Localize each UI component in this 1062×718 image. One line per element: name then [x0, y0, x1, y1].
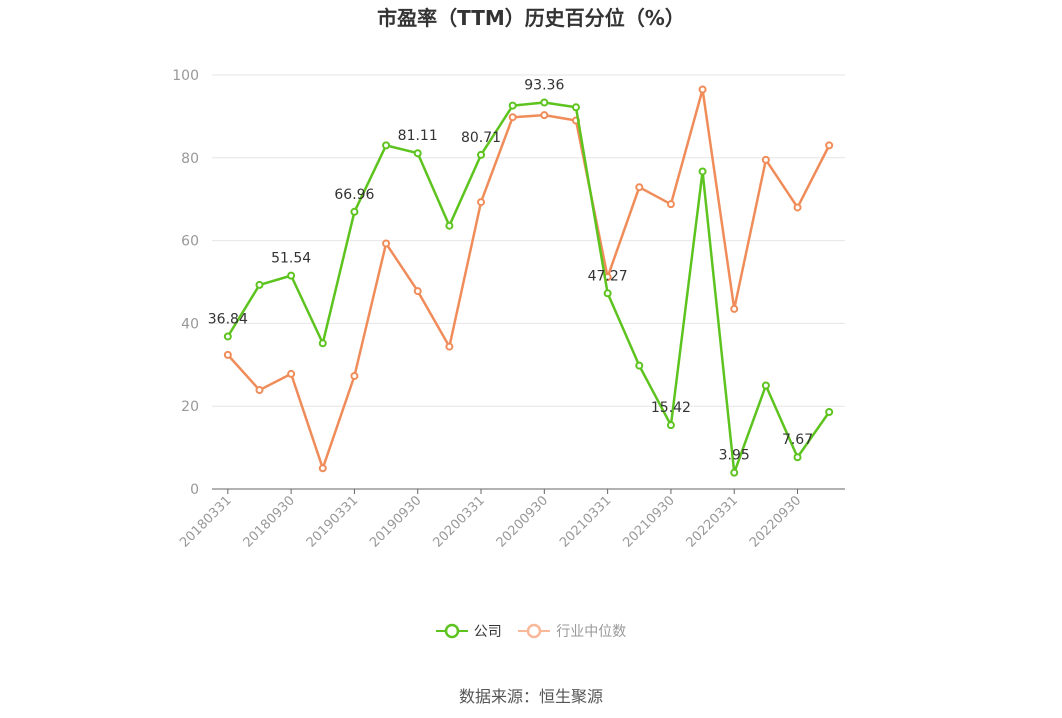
- data-point-company: [445, 221, 454, 230]
- data-point-industry: [350, 371, 359, 380]
- data-point-company: [571, 103, 580, 112]
- data-point-company: [287, 271, 296, 280]
- x-tick-label: 20220331: [684, 493, 741, 550]
- y-tick-label: 0: [190, 482, 199, 498]
- data-point-industry: [698, 85, 707, 94]
- data-point-industry: [255, 386, 264, 395]
- data-point-industry: [825, 141, 834, 150]
- data-label: 47.27: [588, 268, 628, 284]
- x-tick-label: 20190331: [304, 493, 361, 550]
- data-point-company: [350, 207, 359, 216]
- data-point-industry: [793, 203, 802, 212]
- source-label: 数据来源：: [458, 687, 539, 706]
- data-point-company: [825, 407, 834, 416]
- legend-label-company: 公司: [473, 624, 502, 640]
- data-point-industry: [382, 239, 391, 248]
- data-point-industry: [635, 183, 644, 192]
- data-point-industry: [666, 200, 675, 209]
- data-point-industry: [761, 155, 770, 164]
- data-label: 51.54: [271, 251, 311, 267]
- x-tick-label: 20190930: [367, 493, 424, 550]
- data-point-company: [730, 468, 739, 477]
- y-tick-label: 60: [181, 234, 199, 250]
- data-point-company: [318, 339, 327, 348]
- data-label: 93.36: [524, 77, 564, 93]
- x-tick-label: 20180331: [177, 493, 234, 550]
- data-point-company: [635, 361, 644, 370]
- data-label: 15.42: [651, 400, 691, 416]
- legend-industry-marker: [518, 623, 551, 639]
- data-point-company: [382, 141, 391, 150]
- data-point-industry: [508, 113, 517, 122]
- data-point-company: [603, 289, 612, 298]
- series-line-company: [226, 101, 831, 474]
- data-point-industry: [413, 287, 422, 296]
- data-point-company: [508, 101, 517, 110]
- data-label: 36.84: [208, 311, 248, 327]
- source-value: 恒生聚源: [539, 687, 604, 706]
- series-line-industry: [226, 88, 831, 470]
- y-tick-label: 40: [181, 316, 199, 332]
- data-point-industry: [730, 304, 739, 313]
- legend-label-industry: 行业中位数: [556, 624, 627, 640]
- data-label: 66.96: [334, 187, 374, 203]
- data-point-company: [540, 98, 549, 107]
- data-point-company: [223, 332, 232, 341]
- y-tick-label: 20: [181, 399, 199, 415]
- data-point-company: [793, 453, 802, 462]
- data-point-industry: [477, 198, 486, 207]
- data-source: 数据来源：恒生聚源: [0, 683, 1062, 707]
- x-tick-label: 20220930: [747, 493, 804, 550]
- legend-item-company[interactable]: 公司: [435, 621, 502, 641]
- data-point-company: [477, 150, 486, 159]
- x-tick-label: 20180930: [241, 493, 298, 550]
- data-label: 7.67: [782, 432, 813, 448]
- data-point-company: [761, 381, 770, 390]
- data-label: 3.95: [719, 448, 750, 464]
- data-point-industry: [540, 111, 549, 120]
- data-label: 81.11: [398, 128, 438, 144]
- y-tick-label: 100: [172, 68, 199, 84]
- legend-company-marker: [435, 623, 468, 639]
- x-tick-label: 20200930: [494, 493, 551, 550]
- y-tick-label: 80: [181, 151, 199, 167]
- x-tick-label: 20210331: [557, 493, 614, 550]
- data-point-company: [255, 280, 264, 289]
- legend: 公司 行业中位数: [0, 621, 1062, 643]
- data-point-industry: [287, 369, 296, 378]
- x-tick-label: 20200331: [430, 493, 487, 550]
- data-point-company: [413, 149, 422, 158]
- data-label: 80.71: [461, 130, 501, 146]
- data-point-industry: [223, 350, 232, 359]
- legend-item-industry[interactable]: 行业中位数: [518, 621, 626, 641]
- data-point-industry: [445, 342, 454, 351]
- x-tick-label: 20210930: [620, 493, 677, 550]
- chart-title: 市盈率（TTM）历史百分位（%）: [377, 6, 685, 30]
- data-point-company: [698, 167, 707, 176]
- data-point-industry: [318, 464, 327, 473]
- data-point-company: [666, 421, 675, 430]
